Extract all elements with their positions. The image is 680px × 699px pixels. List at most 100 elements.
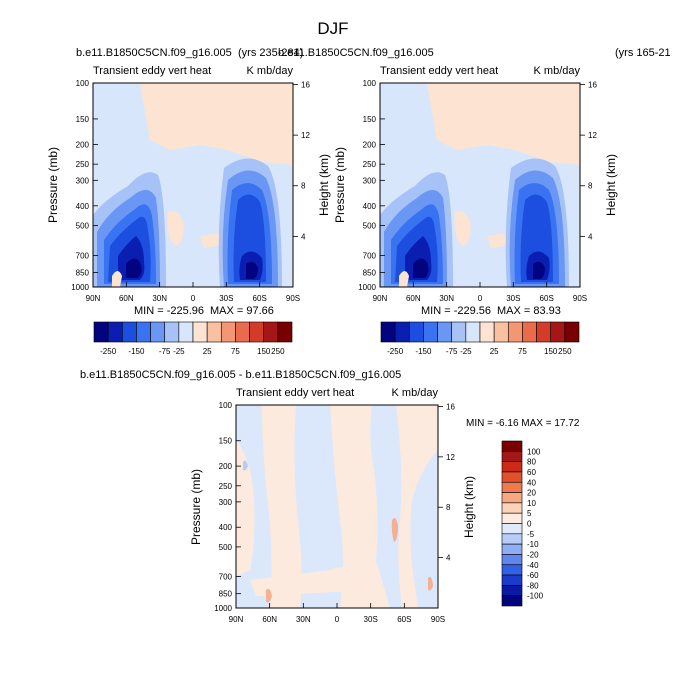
panel-1-lat-tick-label: 60S [253,294,267,303]
panel-1-height-axis: 16 12 8 4 [293,80,310,241]
panel-diff-colorbar-label: 100 [527,447,541,456]
panel-1-pressure-tick-label: 400 [76,202,90,211]
panel-diff-height-axis: 16 12 8 4 [438,402,455,563]
panel-1-colorbar-box [150,321,166,343]
panel-diff-colorbar-label: -60 [527,571,539,580]
panel-1-height-tick-label: 16 [301,80,310,89]
panel-diff-positive-band [236,440,255,576]
panel-1-pressure-tick-label: 200 [76,140,90,149]
panel-1-height-tick-label: 4 [301,232,306,241]
panel-2-sh-contour-6 [533,261,545,279]
panel-2-lat-tick-label: 90S [573,294,587,303]
panel-diff-colorbar-box [501,461,523,473]
panel-1-pressure-tick-label: 100 [76,79,90,88]
panel-diff-lat-tick-label: 60N [262,615,277,624]
panel-1-pressure-tick-label: 250 [76,160,90,169]
panel-diff-pressure-tick-label: 100 [219,401,233,410]
panel-2-pressure-tick-label: 850 [363,269,377,278]
panel-diff-height-tick-label: 4 [446,554,451,563]
panel-2-colorbar-box [394,321,410,343]
panel-2-nh-contour-6 [413,258,429,278]
panel-1-colorbar-box [206,321,222,343]
panel-2-colorbar-label: -250 [387,347,404,356]
panel-1-lat-tick-label: 90S [286,294,300,303]
panel-diff-colorbar-label: -20 [527,550,539,559]
panel-1-colorbar-box [192,321,208,343]
figure-title: DJF [317,19,348,38]
panel-1-colorbar-box [235,321,250,343]
panel-diff-minmax-label: MIN = -6.16 MAX = 17.72 [466,418,580,429]
panel-2-pressure-tick-label: 400 [363,202,377,211]
panel-1: b.e11.B1850C5CN.f09_g16.005 (yrs 235-284… [46,47,331,356]
panel-diff-lat-tick-label: 90S [431,615,445,624]
panel-2-colorbar-box [408,321,424,343]
panel-diff-colorbar-box [501,595,523,607]
panel-1-x-axis: 90N 60N 30N 0 30S 60S 90S [86,282,300,303]
panel-diff-left-title: Transient eddy vert heat [236,387,354,399]
panel-2-max-label: MAX = 83.93 [497,305,561,317]
panel-2-colorbar-box [479,321,495,343]
panel-1-surface-positive [112,271,122,287]
panel-2-lat-tick-label: 0 [478,294,483,303]
panel-2-lat-tick-label: 90N [373,294,388,303]
panel-2-pressure-tick-label: 200 [363,140,377,149]
panel-2-positive-region [427,83,580,165]
panel-diff-plot-area [235,404,439,609]
panel-1-colorbar-box [263,321,279,343]
panel-1-pressure-tick-label: 850 [76,269,90,278]
panel-1-colorbar-label: -25 [173,347,185,356]
panel-2-pressure-tick-label: 700 [363,251,377,260]
panel-1-colorbar-label: 150 [257,347,271,356]
panel-diff-height-label: Height (km) [462,476,476,538]
panel-2-height-tick-label: 8 [588,182,593,191]
panel-2-surface-positive [399,271,409,287]
panel-1-colorbar-box [107,321,123,343]
panel-diff-colorbar-box [501,492,523,504]
panel-2-colorbar-label: 150 [544,347,558,356]
panel-1-max-label: MAX = 97.66 [210,305,274,317]
panel-2-case-label: b.e11.B1850C5CN.f09_g16.005 [278,47,434,59]
panel-1-pressure-tick-label: 700 [76,251,90,260]
panel-1-colorbar-box [277,321,293,343]
panel-2-x-axis: 90N 60N 30N 0 30S 60S 90S [373,282,587,303]
panel-diff-right-title: K mb/day [392,387,439,399]
panel-diff-colorbar-label: -80 [527,581,539,590]
panel-diff-colorbar-box [501,471,523,483]
panel-2-lat-tick-label: 30N [439,294,454,303]
panel-2-height-tick-label: 12 [588,131,597,140]
panel-1-colorbar-box [121,321,137,343]
panel-2-colorbar-label: 25 [490,347,499,356]
panel-diff-pressure-tick-label: 1000 [214,604,232,613]
panel-diff-colorbar-box [501,512,523,524]
panel-2: b.e11.B1850C5CN.f09_g16.005 (yrs 165-21 … [278,47,671,356]
panel-diff-pressure-tick-label: 500 [219,543,233,552]
panel-diff-colorbar-box [501,585,523,596]
panel-1-y-axis: 100 150 200 250 300 400 500 700 850 1000 [71,79,98,292]
panel-diff-local-max [391,518,398,542]
panel-2-colorbar-box [507,321,523,343]
panel-1-colorbar-label: 25 [203,347,212,356]
panel-1-colorbar-box [164,321,180,343]
panel-1-right-title: K mb/day [247,65,294,77]
panel-2-left-title: Transient eddy vert heat [380,65,498,77]
panel-diff-x-axis: 90N 60N 30N 0 30S 60S 90S [229,603,445,624]
panel-1-colorbar-label: 75 [231,347,240,356]
panel-diff-pressure-tick-label: 850 [219,590,233,599]
panel-2-colorbar-label: 75 [518,347,527,356]
panel-1-colorbar-label: -250 [100,347,117,356]
panel-diff-lat-tick-label: 90N [229,615,244,624]
panel-1-lat-tick-label: 30S [219,294,233,303]
panel-1-colorbar-box [220,321,236,343]
panel-diff: b.e11.B1850C5CN.f09_g16.005 - b.e11.B185… [80,369,580,624]
panel-1-lat-tick-label: 30N [152,294,167,303]
panel-diff-case-label: b.e11.B1850C5CN.f09_g16.005 - b.e11.B185… [80,369,401,381]
panel-diff-colorbar-label: -100 [527,592,544,601]
panel-1-colorbar-label: 250 [271,347,285,356]
panel-diff-colorbar-box [501,523,523,535]
panel-2-height-tick-label: 16 [588,80,597,89]
panel-diff-pressure-tick-label: 700 [219,573,233,582]
panel-diff-pressure-tick-label: 300 [219,498,233,507]
panel-diff-lat-tick-label: 30N [296,615,311,624]
panel-diff-colorbar-box [501,481,523,493]
